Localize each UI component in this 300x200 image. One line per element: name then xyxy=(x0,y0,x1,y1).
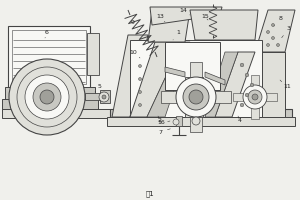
Circle shape xyxy=(248,90,262,104)
Polygon shape xyxy=(148,10,190,42)
Polygon shape xyxy=(251,75,259,89)
Circle shape xyxy=(240,103,244,107)
Polygon shape xyxy=(130,42,182,117)
Circle shape xyxy=(139,77,142,80)
Text: 6: 6 xyxy=(45,29,49,38)
Polygon shape xyxy=(161,91,182,103)
Polygon shape xyxy=(190,111,202,132)
Text: 10: 10 xyxy=(129,49,140,58)
Polygon shape xyxy=(263,93,277,101)
Circle shape xyxy=(9,59,85,135)
Circle shape xyxy=(139,104,142,106)
Circle shape xyxy=(272,23,274,26)
Polygon shape xyxy=(150,7,222,25)
Circle shape xyxy=(40,90,54,104)
Polygon shape xyxy=(205,72,225,85)
Polygon shape xyxy=(147,42,190,117)
Polygon shape xyxy=(107,117,295,126)
Circle shape xyxy=(173,119,179,125)
Circle shape xyxy=(33,83,61,111)
Polygon shape xyxy=(210,91,231,103)
Circle shape xyxy=(245,73,249,77)
Circle shape xyxy=(250,83,254,87)
Polygon shape xyxy=(190,62,202,83)
Circle shape xyxy=(99,92,109,102)
Polygon shape xyxy=(2,109,114,118)
Text: 15: 15 xyxy=(201,15,209,20)
Text: 9: 9 xyxy=(131,20,138,30)
Circle shape xyxy=(176,77,216,117)
Text: 11: 11 xyxy=(280,80,291,90)
Polygon shape xyxy=(190,10,258,40)
Circle shape xyxy=(243,85,267,109)
Text: 图1: 图1 xyxy=(146,190,154,197)
Text: 4: 4 xyxy=(238,116,242,123)
Polygon shape xyxy=(5,87,95,100)
Text: 14: 14 xyxy=(179,7,190,15)
Circle shape xyxy=(25,75,69,119)
Polygon shape xyxy=(185,77,203,117)
Circle shape xyxy=(272,36,274,40)
Circle shape xyxy=(183,84,209,110)
Polygon shape xyxy=(165,67,185,77)
Circle shape xyxy=(252,94,258,100)
Text: 1: 1 xyxy=(173,29,180,40)
Polygon shape xyxy=(205,52,238,117)
Circle shape xyxy=(192,117,200,125)
Polygon shape xyxy=(112,35,148,117)
Text: 5: 5 xyxy=(95,84,102,92)
Polygon shape xyxy=(255,10,295,52)
Polygon shape xyxy=(8,26,90,88)
Polygon shape xyxy=(176,116,182,126)
Text: 16: 16 xyxy=(157,120,170,126)
Text: 2: 2 xyxy=(158,116,162,123)
Polygon shape xyxy=(110,109,292,118)
Circle shape xyxy=(139,64,142,68)
Polygon shape xyxy=(251,105,259,119)
Circle shape xyxy=(266,44,269,46)
Text: 3: 3 xyxy=(282,25,291,38)
Polygon shape xyxy=(130,40,262,117)
Polygon shape xyxy=(85,93,105,100)
Polygon shape xyxy=(255,52,285,117)
Circle shape xyxy=(277,44,280,46)
Text: 13: 13 xyxy=(156,14,165,22)
Polygon shape xyxy=(2,99,98,110)
Circle shape xyxy=(102,95,106,99)
Polygon shape xyxy=(215,52,255,117)
Circle shape xyxy=(245,93,249,97)
Polygon shape xyxy=(233,93,247,101)
Circle shape xyxy=(266,30,269,33)
Text: 7: 7 xyxy=(158,129,170,134)
Circle shape xyxy=(139,90,142,94)
Polygon shape xyxy=(100,90,110,103)
Polygon shape xyxy=(165,42,220,90)
Polygon shape xyxy=(87,33,99,75)
Text: 8: 8 xyxy=(274,17,283,26)
Circle shape xyxy=(189,90,203,104)
Circle shape xyxy=(240,63,244,67)
